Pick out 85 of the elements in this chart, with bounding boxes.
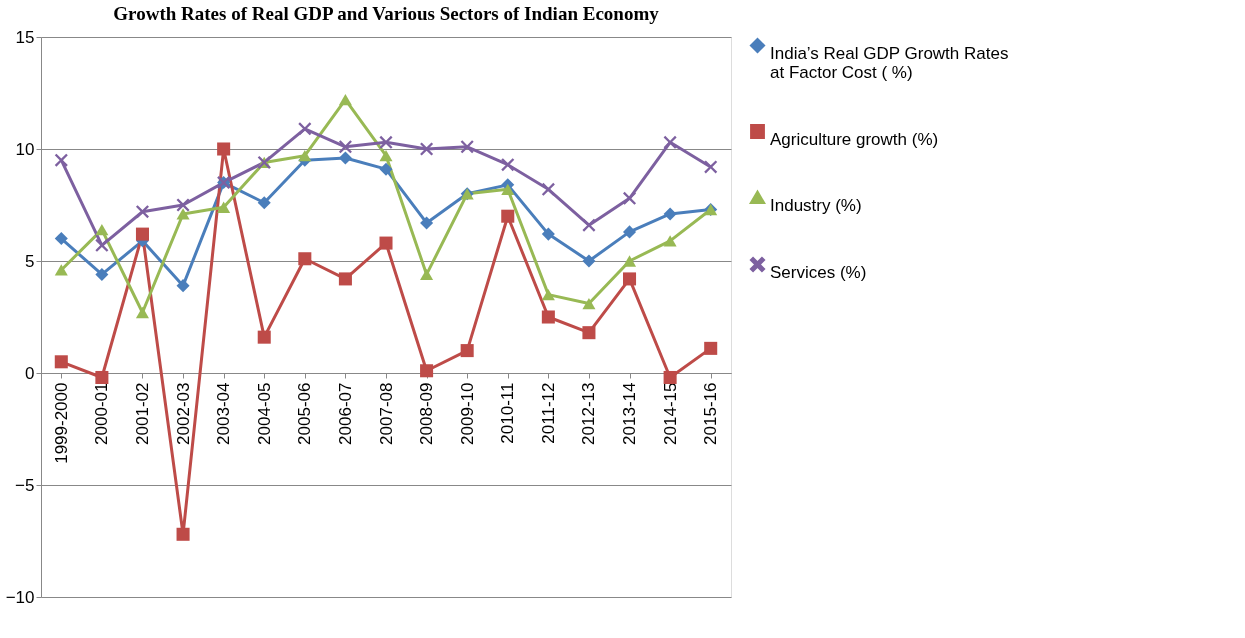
point — [257, 196, 271, 210]
x-tick-label: 2014-15 — [660, 382, 680, 445]
point — [704, 160, 718, 174]
x-tick-label: 2001-02 — [132, 382, 152, 445]
x-tick-label: 2000-01 — [92, 382, 112, 445]
point — [420, 142, 434, 156]
point — [704, 341, 718, 355]
point — [298, 252, 312, 266]
point — [501, 209, 515, 223]
point — [217, 201, 231, 213]
point — [623, 191, 637, 205]
point — [541, 227, 555, 241]
x-tick-label: 2006-07 — [335, 382, 355, 445]
x-tick-label: 2003-04 — [214, 382, 234, 445]
point — [338, 272, 352, 286]
point — [541, 182, 555, 196]
x-tick-label: 2008-09 — [417, 382, 437, 445]
point — [338, 94, 352, 106]
y-tick-label: 5 — [25, 251, 35, 271]
point — [176, 527, 190, 541]
point — [54, 355, 68, 369]
x-tick-label: 2009-10 — [457, 382, 477, 445]
point — [623, 272, 637, 286]
x-tick-label: 2010-11 — [498, 382, 518, 444]
x-tick-label: 1999-2000 — [51, 382, 71, 464]
point — [582, 218, 596, 232]
x-tick-label: 2011-12 — [538, 382, 558, 444]
x-tick-label: 2002-03 — [173, 382, 193, 445]
point — [501, 158, 515, 172]
point — [379, 162, 393, 176]
point — [623, 255, 637, 267]
point — [379, 236, 393, 250]
y-tick-label: 0 — [25, 363, 35, 383]
x-tick-label: 2013-14 — [620, 382, 640, 445]
x-tick-label: 2005-06 — [295, 382, 315, 445]
point — [257, 330, 271, 344]
point — [176, 208, 190, 220]
x-tick-label: 2007-08 — [376, 382, 396, 445]
x-tick-label: 2012-13 — [579, 382, 599, 445]
y-tick-label: 10 — [15, 139, 35, 159]
point — [420, 216, 434, 230]
point — [176, 279, 190, 293]
point — [135, 227, 149, 241]
point — [338, 140, 352, 154]
point — [338, 151, 352, 165]
point — [379, 150, 393, 162]
point — [663, 235, 677, 247]
point — [582, 254, 596, 268]
y-tick-label: −5 — [15, 475, 35, 495]
point — [460, 140, 474, 154]
point — [95, 370, 109, 384]
point — [217, 142, 231, 156]
point — [582, 297, 596, 310]
point — [420, 364, 434, 378]
point — [460, 344, 474, 358]
chart-title: Growth Rates of Real GDP and Various Sectors of Indian Economy — [113, 3, 660, 24]
legend-label: Industry (%) — [770, 195, 862, 215]
point — [95, 238, 109, 252]
legend-label: India’s Real GDP Growth Rates at Factor Cost ( %) — [770, 43, 1009, 82]
x-tick-label: 2004-05 — [254, 382, 274, 445]
point — [663, 207, 677, 221]
point — [582, 326, 596, 340]
point — [541, 310, 555, 324]
point — [298, 150, 312, 162]
point — [623, 225, 637, 239]
point — [135, 306, 149, 319]
x-tick-label: 2015-16 — [701, 382, 721, 445]
point — [541, 288, 555, 301]
point — [501, 183, 515, 195]
point — [420, 268, 434, 281]
point — [95, 267, 109, 281]
point — [95, 223, 109, 236]
legend-label: Agriculture growth (%) — [770, 129, 939, 149]
y-tick-label: 15 — [15, 27, 35, 47]
point — [663, 135, 677, 149]
point — [298, 122, 312, 136]
point — [176, 198, 190, 212]
point — [54, 153, 68, 167]
point — [54, 264, 68, 276]
y-tick-label: −10 — [5, 587, 35, 607]
point — [663, 370, 677, 384]
point — [135, 205, 149, 219]
point — [54, 232, 68, 246]
point — [379, 135, 393, 149]
legend-label: Services (%) — [770, 262, 867, 282]
